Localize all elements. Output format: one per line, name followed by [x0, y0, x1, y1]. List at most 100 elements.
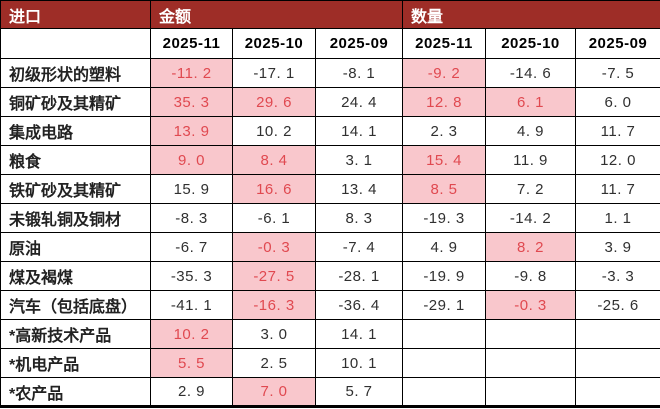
- value-cell: 6. 0: [575, 87, 660, 117]
- table-row: 原油 -6. 7 -0. 3 -7. 4 4. 9 8. 2 3. 9: [0, 232, 660, 262]
- value-cell: -7. 4: [315, 232, 403, 262]
- col-header-amount-2025-11: 2025-11: [150, 28, 233, 59]
- value-cell: -7. 5: [575, 58, 660, 88]
- value-cell: 5. 5: [150, 348, 233, 378]
- value-cell: -14. 2: [485, 203, 576, 233]
- value-cell: 14. 1: [315, 116, 403, 146]
- value-cell: -9. 2: [402, 58, 486, 88]
- value-cell: 16. 6: [232, 174, 316, 204]
- value-cell: [575, 319, 660, 349]
- table-row: 集成电路 13. 9 10. 2 14. 1 2. 3 4. 9 11. 7: [0, 116, 660, 146]
- row-label: 粮食: [0, 145, 151, 175]
- value-cell: 15. 9: [150, 174, 233, 204]
- table-row: 未锻轧铜及铜材 -8. 3 -6. 1 8. 3 -19. 3 -14. 2 1…: [0, 203, 660, 233]
- value-cell: 2. 9: [150, 377, 233, 407]
- value-cell: 15. 4: [402, 145, 486, 175]
- value-cell: [402, 348, 486, 378]
- group-header-amount: 金额: [150, 0, 403, 29]
- row-label: *农产品: [0, 377, 151, 407]
- value-cell: [575, 348, 660, 378]
- value-cell: [402, 377, 486, 407]
- value-cell: 1. 1: [575, 203, 660, 233]
- value-cell: 13. 4: [315, 174, 403, 204]
- value-cell: 10. 1: [315, 348, 403, 378]
- value-cell: -41. 1: [150, 290, 233, 320]
- value-cell: 5. 7: [315, 377, 403, 407]
- value-cell: 24. 4: [315, 87, 403, 117]
- value-cell: 8. 2: [485, 232, 576, 262]
- value-cell: 2. 3: [402, 116, 486, 146]
- table-row: 初级形状的塑料 -11. 2 -17. 1 -8. 1 -9. 2 -14. 6…: [0, 58, 660, 88]
- row-label: 原油: [0, 232, 151, 262]
- table-row: *高新技术产品 10. 2 3. 0 14. 1: [0, 319, 660, 349]
- value-cell: 10. 2: [232, 116, 316, 146]
- value-cell: 7. 2: [485, 174, 576, 204]
- table-body: 初级形状的塑料 -11. 2 -17. 1 -8. 1 -9. 2 -14. 6…: [0, 58, 660, 407]
- value-cell: [485, 319, 576, 349]
- value-cell: -19. 3: [402, 203, 486, 233]
- value-cell: 11. 9: [485, 145, 576, 175]
- table-row: *农产品 2. 9 7. 0 5. 7: [0, 377, 660, 407]
- value-cell: 3. 9: [575, 232, 660, 262]
- value-cell: 9. 0: [150, 145, 233, 175]
- value-cell: 11. 7: [575, 174, 660, 204]
- value-cell: 8. 3: [315, 203, 403, 233]
- value-cell: 13. 9: [150, 116, 233, 146]
- row-label: 汽车（包括底盘）: [0, 290, 151, 320]
- value-cell: -35. 3: [150, 261, 233, 291]
- value-cell: -36. 4: [315, 290, 403, 320]
- value-cell: 3. 0: [232, 319, 316, 349]
- row-label: 未锻轧铜及铜材: [0, 203, 151, 233]
- value-cell: -17. 1: [232, 58, 316, 88]
- value-cell: -27. 5: [232, 261, 316, 291]
- value-cell: 8. 5: [402, 174, 486, 204]
- col-header-quantity-2025-11: 2025-11: [402, 28, 486, 59]
- value-cell: 8. 4: [232, 145, 316, 175]
- value-cell: [485, 377, 576, 407]
- value-cell: -14. 6: [485, 58, 576, 88]
- value-cell: 4. 9: [485, 116, 576, 146]
- value-cell: -0. 3: [485, 290, 576, 320]
- table-row: *机电产品 5. 5 2. 5 10. 1: [0, 348, 660, 378]
- value-cell: -3. 3: [575, 261, 660, 291]
- value-cell: 4. 9: [402, 232, 486, 262]
- value-cell: 3. 1: [315, 145, 403, 175]
- row-label: 集成电路: [0, 116, 151, 146]
- value-cell: [575, 377, 660, 407]
- col-header-amount-2025-10: 2025-10: [232, 28, 316, 59]
- row-label: *高新技术产品: [0, 319, 151, 349]
- row-label: 铁矿砂及其精矿: [0, 174, 151, 204]
- value-cell: 11. 7: [575, 116, 660, 146]
- value-cell: [402, 319, 486, 349]
- value-cell: -6. 7: [150, 232, 233, 262]
- value-cell: -9. 8: [485, 261, 576, 291]
- value-cell: 12. 0: [575, 145, 660, 175]
- date-header-row: 2025-11 2025-10 2025-09 2025-11 2025-10 …: [0, 28, 660, 59]
- group-header-row: 进口 金额 数量: [0, 0, 660, 29]
- value-cell: -6. 1: [232, 203, 316, 233]
- row-label: 铜矿砂及其精矿: [0, 87, 151, 117]
- value-cell: 7. 0: [232, 377, 316, 407]
- value-cell: 6. 1: [485, 87, 576, 117]
- table-row: 煤及褐煤 -35. 3 -27. 5 -28. 1 -19. 9 -9. 8 -…: [0, 261, 660, 291]
- value-cell: 35. 3: [150, 87, 233, 117]
- value-cell: 12. 8: [402, 87, 486, 117]
- row-label: *机电产品: [0, 348, 151, 378]
- value-cell: -29. 1: [402, 290, 486, 320]
- value-cell: 14. 1: [315, 319, 403, 349]
- value-cell: -11. 2: [150, 58, 233, 88]
- value-cell: -25. 6: [575, 290, 660, 320]
- value-cell: -16. 3: [232, 290, 316, 320]
- col-header-quantity-2025-10: 2025-10: [485, 28, 576, 59]
- value-cell: -8. 1: [315, 58, 403, 88]
- value-cell: -28. 1: [315, 261, 403, 291]
- value-cell: -8. 3: [150, 203, 233, 233]
- group-header-quantity: 数量: [402, 0, 660, 29]
- value-cell: [485, 348, 576, 378]
- blank-header-cell: [0, 28, 151, 59]
- table-row: 粮食 9. 0 8. 4 3. 1 15. 4 11. 9 12. 0: [0, 145, 660, 175]
- col-header-quantity-2025-09: 2025-09: [575, 28, 660, 59]
- row-label: 初级形状的塑料: [0, 58, 151, 88]
